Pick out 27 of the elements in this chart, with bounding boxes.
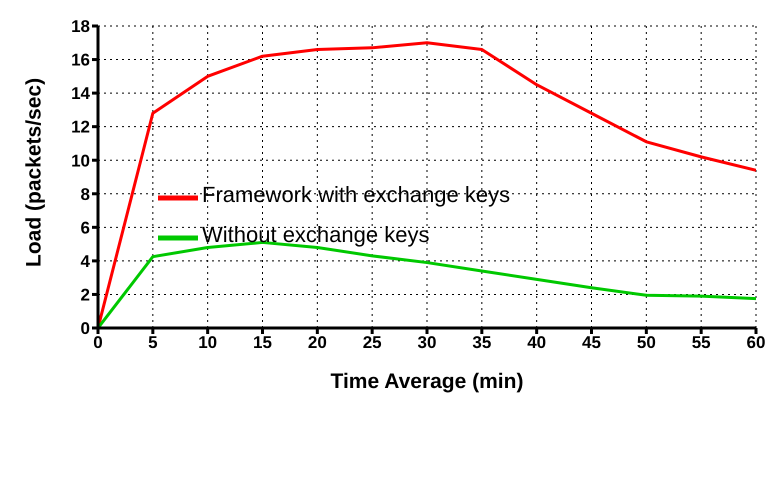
x-tick-label: 10 bbox=[198, 333, 218, 352]
y-tick-label: 18 bbox=[71, 17, 90, 36]
y-tick-label: 2 bbox=[80, 285, 90, 304]
x-tick-label: 45 bbox=[582, 333, 601, 352]
y-tick-label: 8 bbox=[80, 184, 90, 204]
y-tick-label: 0 bbox=[80, 319, 90, 338]
x-tick-label: 15 bbox=[253, 333, 272, 352]
x-tick-label: 35 bbox=[472, 333, 492, 352]
y-tick-label: 14 bbox=[71, 84, 91, 104]
x-axis-title: Time Average (min) bbox=[330, 370, 524, 393]
x-tick-label: 30 bbox=[418, 333, 436, 352]
y-tick-label: 10 bbox=[71, 151, 90, 170]
y-tick-label: 16 bbox=[71, 50, 90, 70]
x-tick-label: 20 bbox=[308, 333, 327, 352]
x-tick-label: 50 bbox=[636, 333, 656, 352]
x-tick-label: 5 bbox=[148, 333, 158, 352]
x-tick-label: 25 bbox=[362, 333, 382, 352]
legend-label: Framework with exchange keys bbox=[202, 182, 510, 207]
y-axis-title: Load (packets/sec) bbox=[22, 78, 46, 267]
x-tick-label: 40 bbox=[527, 333, 546, 352]
y-tick-label: 4 bbox=[80, 252, 91, 271]
y-tick-label: 12 bbox=[71, 118, 90, 137]
x-tick-label: 60 bbox=[746, 333, 766, 352]
x-tick-label: 55 bbox=[692, 333, 711, 352]
legend-label: Without exchange keys bbox=[202, 222, 430, 247]
y-tick-label: 6 bbox=[80, 218, 90, 238]
x-tick-label: 0 bbox=[93, 333, 103, 352]
